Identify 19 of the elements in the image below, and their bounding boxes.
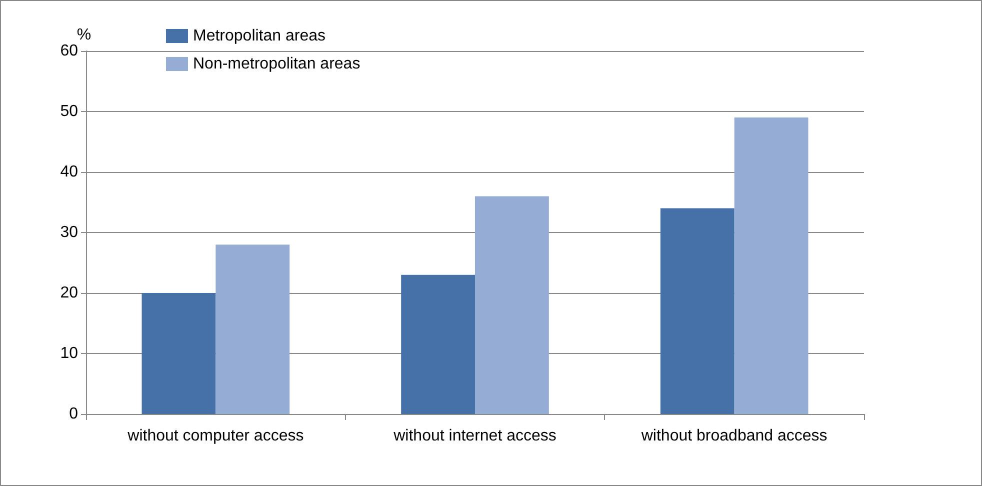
bar xyxy=(216,244,290,414)
x-tick-label: without internet access xyxy=(392,428,556,444)
y-tick-label: 10 xyxy=(60,345,78,362)
bar xyxy=(475,196,549,414)
y-axis-title: % xyxy=(76,26,92,44)
bar xyxy=(734,118,808,414)
bar xyxy=(660,208,734,414)
y-tick-label: 20 xyxy=(60,284,78,302)
y-tick-label: 0 xyxy=(69,406,78,422)
y-tick-label: 30 xyxy=(60,224,78,241)
y-tick-label: 60 xyxy=(60,42,78,60)
y-tick-label: 50 xyxy=(60,103,78,120)
legend-label: Non-metropolitan areas xyxy=(193,56,360,72)
bar xyxy=(142,293,216,414)
y-tick-label: 40 xyxy=(60,164,78,180)
bar xyxy=(401,274,475,414)
x-tick-label: without computer access xyxy=(126,428,304,444)
legend-label: Metropolitan areas xyxy=(193,28,326,44)
x-tick-label: without broadband access xyxy=(640,428,828,444)
